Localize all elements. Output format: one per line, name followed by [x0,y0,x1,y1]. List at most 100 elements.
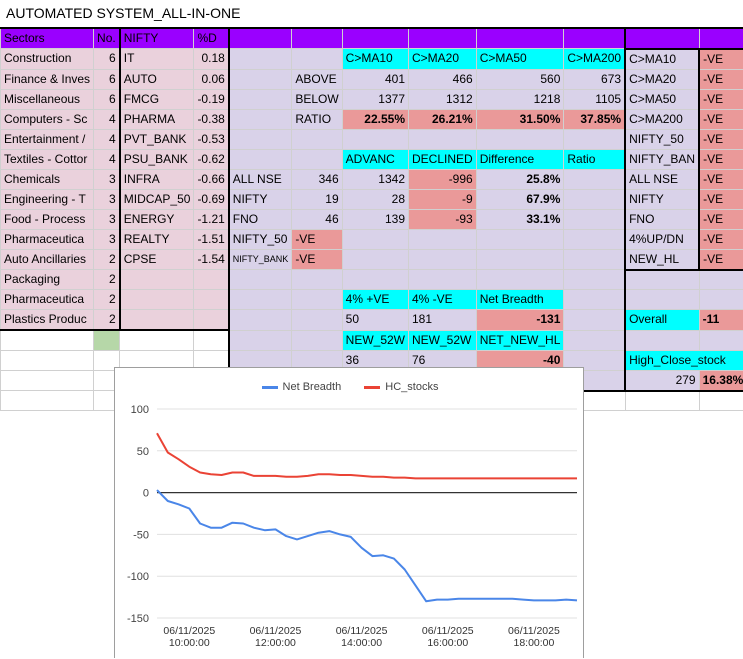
adv-diff[interactable]: -996 [409,169,477,189]
sector-count[interactable]: 2 [94,290,120,310]
signal-label[interactable]: NIFTY [625,189,699,209]
cell[interactable] [94,330,120,350]
cell[interactable] [409,249,477,270]
cell[interactable] [699,290,743,310]
adv-value[interactable]: 19 [292,189,342,209]
sector-count[interactable]: 6 [94,49,120,70]
cell[interactable] [292,49,342,70]
sector-count[interactable]: 4 [94,109,120,129]
adv-header[interactable]: Ratio [564,149,625,169]
cell[interactable] [699,270,743,290]
ma-value[interactable]: 31.50% [476,109,564,129]
sector-count[interactable]: 4 [94,129,120,149]
signal-value[interactable]: -VE [699,49,743,70]
index-pct[interactable]: -0.69 [194,189,229,209]
sector-count[interactable]: 6 [94,89,120,109]
sector-count[interactable]: 3 [94,229,120,249]
cell[interactable] [194,290,229,310]
signal-label[interactable]: C>MA200 [625,109,699,129]
sector-count[interactable]: 4 [94,149,120,169]
sector-count[interactable]: 3 [94,209,120,229]
cell[interactable] [699,330,743,350]
ma-header[interactable]: C>MA200 [564,49,625,70]
cell[interactable] [564,270,625,290]
cell[interactable] [342,249,408,270]
header-nifty[interactable]: NIFTY [120,28,194,49]
header-pct[interactable]: %D [194,28,229,49]
cell[interactable] [342,229,408,249]
newhl-header[interactable]: NET_NEW_HL [476,330,564,350]
adv-header[interactable]: ADVANC [342,149,408,169]
cell[interactable] [699,28,743,49]
adv-row-label[interactable]: NIFTY [229,189,292,209]
cell[interactable] [342,129,408,149]
newhl-header[interactable]: NEW_52W [409,330,477,350]
sector-count[interactable]: 3 [94,169,120,189]
index-pct[interactable]: -0.66 [194,169,229,189]
cell[interactable] [292,310,342,331]
cell[interactable] [564,330,625,350]
cell[interactable] [564,229,625,249]
adv-header[interactable]: Difference [476,149,564,169]
cell[interactable] [564,249,625,270]
ma-value[interactable]: 673 [564,69,625,89]
sector-name[interactable]: Construction [1,49,94,70]
signal-value[interactable]: -VE [699,89,743,109]
cell[interactable] [409,270,477,290]
cell[interactable] [194,310,229,331]
net-breadth-value[interactable]: -131 [476,310,564,331]
breadth-header[interactable]: 4% +VE [342,290,408,310]
signal-value[interactable]: -VE [699,129,743,149]
adv-value[interactable]: 1342 [342,169,408,189]
cell[interactable] [564,310,625,331]
cell[interactable] [409,129,477,149]
cell[interactable] [699,391,743,411]
index-name[interactable]: FMCG [120,89,194,109]
cell[interactable] [564,189,625,209]
cell[interactable] [409,28,477,49]
ma-header[interactable]: C>MA10 [342,49,408,70]
adv-ratio[interactable]: 25.8% [476,169,564,189]
high-close-pct[interactable]: 16.38% [699,370,743,391]
sector-name[interactable]: Textiles - Cottor [1,149,94,169]
signal-value[interactable]: -VE [699,149,743,169]
sector-name[interactable]: Computers - Sc [1,109,94,129]
cell[interactable] [292,28,342,49]
index-pct[interactable]: -1.54 [194,249,229,270]
high-close-label[interactable]: High_Close_stock [625,350,743,370]
sector-name[interactable]: Food - Process [1,209,94,229]
adv-diff[interactable]: -93 [409,209,477,229]
sector-name[interactable]: Pharmaceutica [1,229,94,249]
cell[interactable] [409,229,477,249]
index-name[interactable]: AUTO [120,69,194,89]
sector-count[interactable]: 2 [94,249,120,270]
high-close-count[interactable]: 279 [625,370,699,391]
cell[interactable] [229,129,292,149]
cell[interactable] [292,270,342,290]
adv-row-label[interactable]: FNO [229,209,292,229]
sector-count[interactable]: 2 [94,310,120,331]
index-name[interactable]: PVT_BANK [120,129,194,149]
cell[interactable] [229,28,292,49]
cell[interactable] [120,330,194,350]
sector-name[interactable]: Chemicals [1,169,94,189]
nifty50-label[interactable]: NIFTY_50 [229,229,292,249]
ma-value[interactable]: 1312 [409,89,477,109]
breadth-value[interactable]: 181 [409,310,477,331]
cell[interactable] [342,28,408,49]
cell[interactable] [342,270,408,290]
cell[interactable] [229,89,292,109]
index-pct[interactable]: 0.06 [194,69,229,89]
breadth-value[interactable]: 50 [342,310,408,331]
index-pct[interactable]: -0.19 [194,89,229,109]
ma-value[interactable]: 1105 [564,89,625,109]
nifty50-value[interactable]: -VE [292,229,342,249]
sector-name[interactable]: Miscellaneous [1,89,94,109]
signal-label[interactable]: C>MA10 [625,49,699,70]
index-pct[interactable]: -1.51 [194,229,229,249]
signal-label[interactable]: NIFTY_BAN [625,149,699,169]
signal-value[interactable]: -VE [699,69,743,89]
sector-name[interactable]: Plastics Produc [1,310,94,331]
cell[interactable] [1,391,94,411]
signal-label[interactable]: C>MA50 [625,89,699,109]
